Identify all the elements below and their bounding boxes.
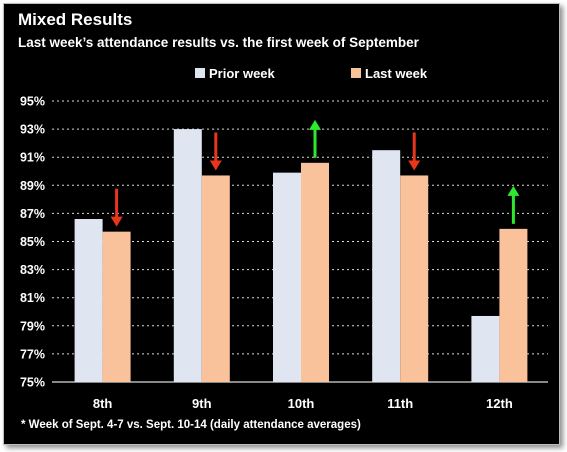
y-tick-label: 93% (20, 123, 45, 137)
y-tick-label: 77% (20, 347, 45, 361)
arrow-down-icon (209, 132, 222, 171)
arrow-down-icon (408, 132, 421, 171)
bar-prior-week (173, 129, 202, 382)
legend-swatch-prior-week (195, 68, 205, 78)
arrow-down-icon (110, 188, 123, 227)
bar-prior-week (74, 219, 103, 382)
bar-prior-week (273, 172, 301, 382)
chart-title: Mixed Results (18, 10, 133, 29)
x-tick-label: 8th (93, 396, 113, 411)
y-tick-label: 89% (20, 179, 45, 193)
arrow-up-icon (507, 185, 520, 224)
bar-last-week (301, 162, 329, 382)
x-tick-label: 9th (192, 396, 212, 411)
y-tick-label: 81% (20, 291, 45, 305)
bar-prior-week (471, 315, 500, 382)
y-tick-label: 83% (20, 263, 45, 277)
x-tick-label: 12th (486, 396, 513, 411)
x-tick-label: 11th (387, 396, 413, 411)
bar-last-week (102, 231, 131, 382)
bar-last-week (201, 175, 230, 382)
bar-prior-week (372, 150, 401, 382)
bar-last-week (499, 228, 528, 382)
y-tick-label: 87% (20, 207, 45, 221)
y-tick-label: 95% (20, 95, 45, 109)
chart-subtitle: Last week’s attendance results vs. the f… (18, 35, 419, 50)
x-tick-label: 10th (288, 396, 315, 411)
legend-label-last-week: Last week (365, 66, 428, 81)
y-tick-label: 79% (20, 319, 45, 333)
legend-label-prior-week: Prior week (209, 66, 276, 81)
legend-swatch-last-week (351, 68, 361, 78)
chart-footnote: * Week of Sept. 4-7 vs. Sept. 10-14 (dai… (21, 419, 361, 431)
arrow-up-icon (309, 119, 321, 158)
y-tick-label: 75% (20, 376, 45, 390)
bar-last-week (400, 175, 429, 382)
y-tick-label: 85% (20, 235, 45, 249)
y-tick-label: 91% (20, 151, 45, 165)
